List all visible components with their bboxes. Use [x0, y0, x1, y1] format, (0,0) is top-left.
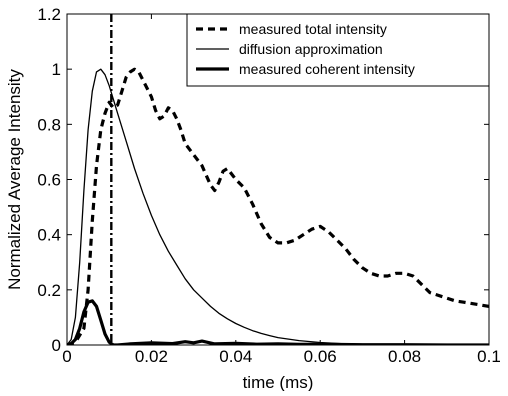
- x-tick-label: 0.06: [304, 347, 337, 366]
- ticks-group: 0 0.02 0.04 0.06 0.08 0.1 0 0.2 0.4 0.6 0.8 1 1.2: [37, 5, 500, 366]
- y-tick-label: 0.8: [37, 115, 61, 134]
- y-axis-label: Normalized Average Intensity: [5, 69, 24, 290]
- y-tick-label: 1.2: [37, 5, 61, 24]
- series-line-1: [67, 68, 489, 345]
- series-line-2: [67, 299, 489, 345]
- x-tick-label: 0.1: [477, 347, 501, 366]
- x-tick-label: 0.04: [219, 347, 252, 366]
- series-line-0: [67, 67, 489, 345]
- y-tick-label: 0.6: [37, 171, 61, 190]
- x-tick-label: 0: [62, 347, 71, 366]
- x-axis-label: time (ms): [243, 373, 314, 391]
- y-tick-label: 1: [52, 60, 61, 79]
- x-tick-label: 0.08: [388, 347, 421, 366]
- y-tick-label: 0.2: [37, 281, 61, 300]
- y-tick-label: 0: [52, 336, 61, 355]
- legend: measured total intensity diffusion approx…: [186, 13, 490, 87]
- legend-box: [186, 13, 490, 87]
- legend-label-1: diffusion approximation: [239, 41, 383, 57]
- legend-label-0: measured total intensity: [239, 21, 387, 37]
- x-tick-label: 0.02: [135, 347, 168, 366]
- legend-label-2: measured coherent intensity: [239, 61, 415, 77]
- y-tick-label: 0.4: [37, 226, 61, 245]
